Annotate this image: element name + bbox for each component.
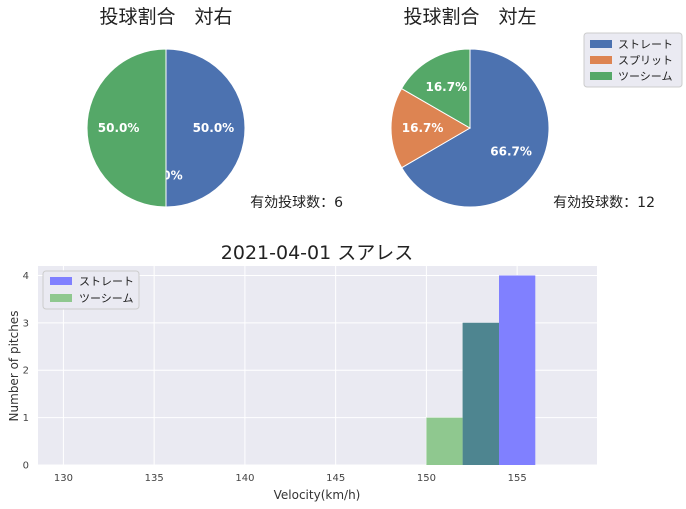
pie-legend-label-split: スプリット xyxy=(618,54,673,67)
x-tick-3: 145 xyxy=(326,473,345,484)
pie-right: 50.0%0.0%50.0% xyxy=(86,48,246,208)
pie1-slice-0 xyxy=(165,48,246,208)
pie1-slice-2 xyxy=(86,48,167,208)
y-tick-1: 1 xyxy=(23,413,29,424)
pie-legend-label-twoseam: ツーシーム xyxy=(618,70,672,83)
hist-legend-label-twoseam: ツーシーム xyxy=(79,292,133,305)
y-tick-labels: 0 1 2 3 4 xyxy=(23,271,29,472)
bar-1-0 xyxy=(426,417,463,465)
pie-right-count-note: 有効投球数：6 xyxy=(250,195,343,211)
x-tick-labels: 130 135 140 145 150 155 xyxy=(54,473,527,484)
pie-legend-label-straight: ストレート xyxy=(618,38,673,51)
pie1-label-2: 50.0% xyxy=(98,121,140,135)
x-tick-5: 155 xyxy=(508,473,527,484)
y-tick-3: 3 xyxy=(23,318,29,329)
pie-left-count-note: 有効投球数：12 xyxy=(553,195,655,211)
x-tick-4: 150 xyxy=(417,473,436,484)
hist-legend-label-straight: ストレート xyxy=(79,275,134,288)
pie-left-title: 投球割合 対左 xyxy=(403,6,536,28)
bar-0-1 xyxy=(498,275,536,465)
pie1-label-0: 50.0% xyxy=(193,121,235,135)
legend-swatch-twoseam xyxy=(590,72,612,80)
x-tick-2: 140 xyxy=(235,473,254,484)
pie-legend: ストレート スプリット ツーシーム xyxy=(583,32,683,88)
pie-left: 66.7% 16.7% 16.7% xyxy=(390,48,550,208)
x-axis-label: Velocity(km/h) xyxy=(274,488,361,502)
pie2-label-2: 16.7% xyxy=(425,80,467,94)
pie2-label-0: 66.7% xyxy=(490,145,532,159)
pie2-label-1: 16.7% xyxy=(402,121,444,135)
bar-overlap-0 xyxy=(462,322,499,465)
histogram-bars xyxy=(426,275,536,465)
x-tick-0: 130 xyxy=(54,473,73,484)
legend-swatch-split xyxy=(590,56,612,64)
x-tick-1: 135 xyxy=(145,473,164,484)
legend-swatch-straight xyxy=(590,40,612,48)
hist-legend-swatch-straight xyxy=(50,277,72,285)
pie2-slice-2 xyxy=(400,48,471,129)
pie2-slice-1 xyxy=(390,87,471,169)
hist-legend-swatch-twoseam xyxy=(50,294,72,302)
histogram-title: 2021-04-01 スアレス xyxy=(221,242,413,264)
y-axis-label: Number of pitches xyxy=(7,311,21,422)
y-tick-4: 4 xyxy=(23,271,29,282)
y-tick-0: 0 xyxy=(23,461,29,472)
y-tick-2: 2 xyxy=(23,366,29,377)
histogram-legend: ストレート ツーシーム xyxy=(42,270,140,310)
pie2-slice-0 xyxy=(400,48,550,208)
pie-right-title: 投球割合 対右 xyxy=(99,6,232,28)
